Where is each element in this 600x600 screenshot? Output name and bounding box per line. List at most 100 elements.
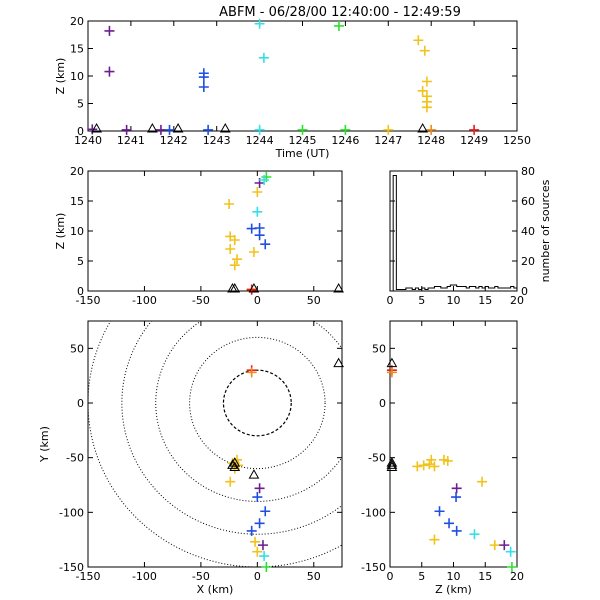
source-point bbox=[225, 244, 236, 254]
plan-view-panel: -150 -100 -50 0 50 -150 -100 -50 0 50 X (km) Y (km) bbox=[38, 320, 344, 596]
histogram-step bbox=[390, 175, 518, 292]
x-axis-label: X (km) bbox=[197, 583, 234, 596]
x-tick-label: 15 bbox=[478, 570, 492, 583]
station-marker bbox=[248, 282, 260, 293]
source-point bbox=[198, 72, 209, 83]
x-tick-label: 0 bbox=[254, 570, 261, 583]
x-tick-label: 50 bbox=[307, 570, 321, 583]
source-point bbox=[429, 534, 440, 545]
source-point bbox=[164, 124, 175, 135]
x-tick-label: 1246 bbox=[331, 134, 359, 147]
y-axis-label: Z (km) bbox=[54, 58, 67, 95]
source-point bbox=[442, 455, 453, 466]
y-tick-label: -100 bbox=[361, 506, 386, 519]
y-tick-label: 0 bbox=[77, 397, 84, 410]
source-point bbox=[224, 199, 235, 209]
y-tick-label: 5 bbox=[77, 255, 84, 268]
x-tick-label: -150 bbox=[76, 570, 101, 583]
range-ring bbox=[155, 321, 342, 502]
source-point bbox=[477, 476, 488, 487]
source-point bbox=[444, 518, 455, 529]
source-point bbox=[419, 45, 430, 56]
axes-frame bbox=[87, 320, 343, 568]
x-tick-label: 1248 bbox=[417, 134, 445, 147]
x-tick-label: 1242 bbox=[160, 134, 188, 147]
source-point bbox=[229, 235, 240, 245]
source-point bbox=[155, 124, 166, 135]
station-marker bbox=[333, 357, 344, 368]
source-point bbox=[434, 506, 445, 517]
source-point bbox=[250, 536, 261, 547]
x-height-panel: -150 -100 -50 0 50 0 5 10 15 20 Z (km) bbox=[54, 165, 344, 307]
station-marker bbox=[229, 282, 241, 293]
source-point bbox=[232, 254, 243, 265]
x-tick-label: 1241 bbox=[117, 134, 145, 147]
x-tick-label: 5 bbox=[418, 570, 425, 583]
y-axis-label: Y (km) bbox=[38, 426, 51, 463]
x-tick-label: 10 bbox=[447, 570, 461, 583]
source-point bbox=[413, 35, 424, 46]
x-tick-label: 10 bbox=[447, 294, 461, 307]
y-tick-label: 5 bbox=[77, 98, 84, 111]
x-tick-label: 20 bbox=[510, 294, 524, 307]
x-tick-label: 1244 bbox=[246, 134, 274, 147]
source-point bbox=[104, 66, 115, 77]
station-marker bbox=[333, 282, 344, 293]
x-tick-label: 15 bbox=[478, 294, 492, 307]
source-point bbox=[505, 546, 516, 557]
source-point bbox=[254, 18, 265, 29]
source-point bbox=[258, 52, 269, 63]
source-point bbox=[451, 483, 462, 494]
axes-frame bbox=[87, 170, 343, 292]
station-marker bbox=[91, 122, 102, 133]
source-point bbox=[418, 460, 429, 471]
source-point bbox=[254, 483, 265, 494]
source-point bbox=[451, 525, 462, 536]
y-tick-label: 15 bbox=[70, 43, 84, 56]
station-marker bbox=[146, 122, 158, 133]
y-tick-label: 20 bbox=[521, 255, 535, 268]
y-tick-label: 50 bbox=[372, 342, 386, 355]
y-tick-label: 50 bbox=[70, 342, 84, 355]
y-tick-label: -50 bbox=[368, 452, 386, 465]
source-point bbox=[87, 124, 98, 135]
source-point bbox=[254, 230, 265, 241]
height-y-panel: 0 5 10 15 20 -150 -100 -50 0 50 Z (km) bbox=[361, 320, 524, 596]
source-point bbox=[469, 124, 480, 135]
x-tick-label: 5 bbox=[418, 294, 425, 307]
station-marker bbox=[248, 469, 260, 479]
source-point bbox=[424, 459, 435, 470]
x-tick-label: 1245 bbox=[289, 134, 317, 147]
y-tick-label: -150 bbox=[361, 561, 386, 574]
source-point bbox=[426, 454, 437, 465]
source-point bbox=[257, 540, 268, 551]
y-tick-label: 60 bbox=[521, 195, 535, 208]
y-tick-label: 0 bbox=[379, 397, 386, 410]
axes-frame bbox=[389, 170, 518, 292]
source-point bbox=[489, 540, 500, 551]
source-point bbox=[254, 124, 265, 135]
y-tick-label: -100 bbox=[59, 506, 84, 519]
x-tick-label: -100 bbox=[132, 294, 157, 307]
station-marker bbox=[229, 457, 241, 467]
y-axis-label: Z (km) bbox=[54, 213, 67, 250]
x-tick-label: 0 bbox=[387, 570, 394, 583]
source-point bbox=[248, 247, 259, 257]
x-tick-label: 1240 bbox=[74, 134, 102, 147]
source-point bbox=[252, 546, 263, 557]
station-marker bbox=[417, 122, 428, 133]
source-point bbox=[426, 124, 437, 135]
station-marker bbox=[219, 122, 231, 133]
x-tick-label: 1243 bbox=[203, 134, 231, 147]
source-point bbox=[246, 284, 257, 295]
source-point bbox=[412, 461, 423, 472]
y-tick-label: 0 bbox=[521, 285, 528, 298]
station-marker bbox=[386, 459, 398, 469]
x-tick-label: 0 bbox=[254, 294, 261, 307]
source-point bbox=[259, 551, 270, 562]
x-tick-label: 0 bbox=[387, 294, 394, 307]
station-marker bbox=[386, 457, 398, 467]
y-tick-label: 15 bbox=[70, 195, 84, 208]
source-point bbox=[203, 124, 214, 135]
